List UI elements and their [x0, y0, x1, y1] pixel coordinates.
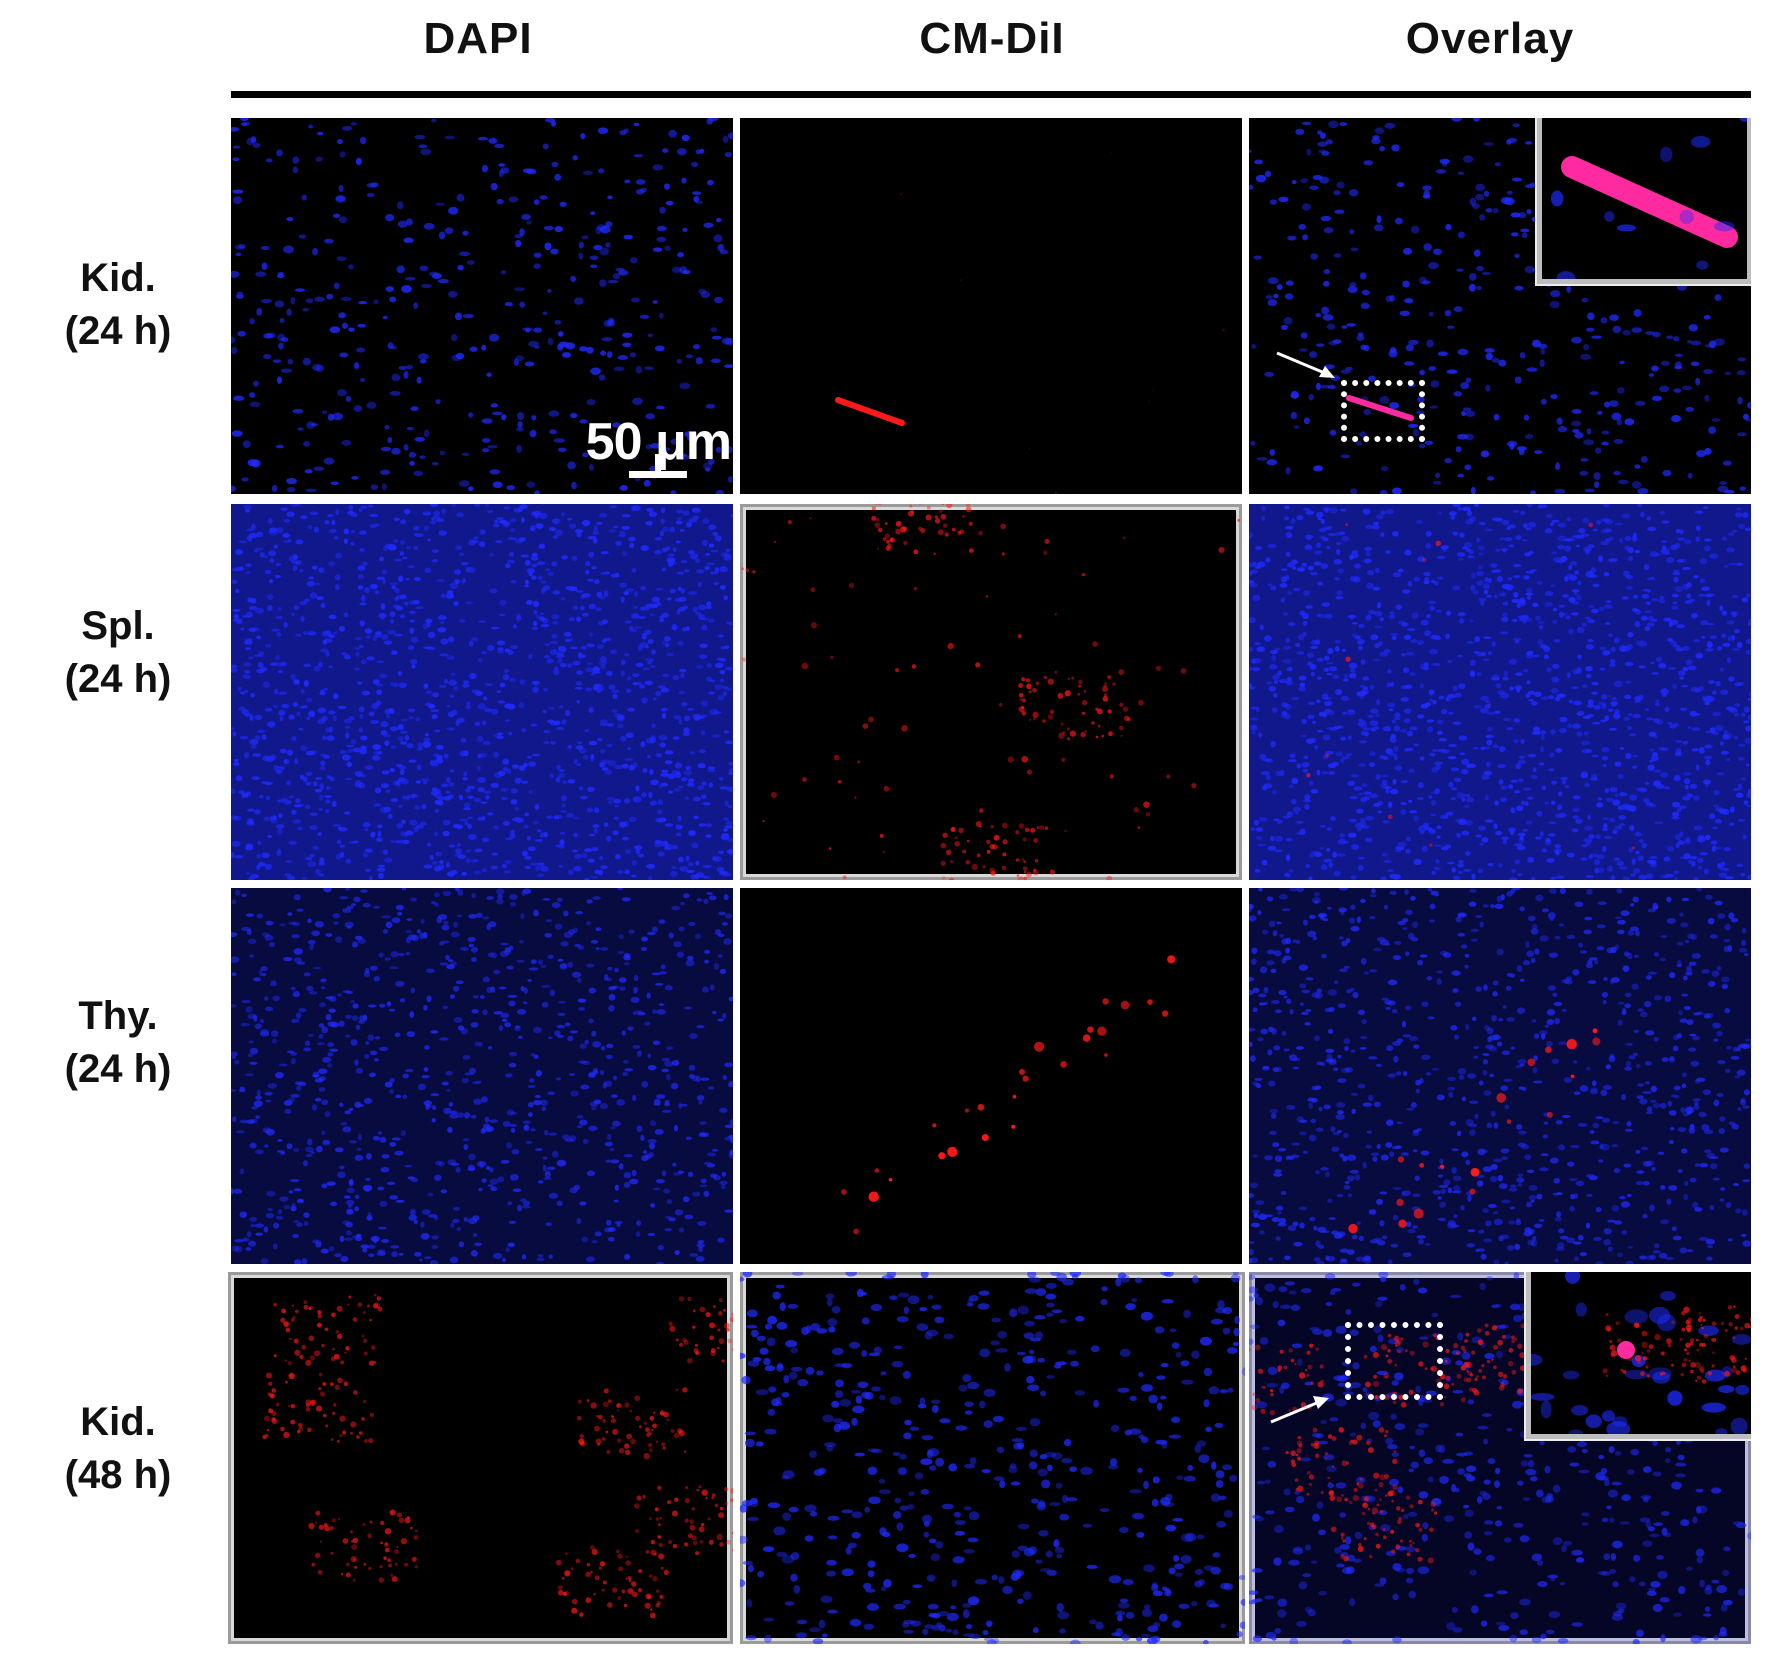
fluorescence-texture — [231, 118, 733, 494]
row-label-tissue: Spl. — [81, 604, 155, 648]
row-label-time: (24 h) — [64, 309, 172, 353]
row-label-thymus-24h: Thy. (24 h) — [0, 990, 236, 1096]
column-header-dapi: DAPI — [423, 14, 533, 63]
row-label-tissue: Kid. — [80, 1400, 156, 1444]
row-label-tissue: Thy. — [78, 994, 158, 1038]
row-label-time: (24 h) — [64, 1047, 172, 1091]
fluorescence-texture — [740, 1272, 1245, 1644]
fluorescence-texture — [1249, 888, 1751, 1264]
header-rule — [231, 91, 1751, 98]
micrograph-kidney-48h-overlay — [1249, 1272, 1751, 1644]
row-label-time: (24 h) — [64, 657, 172, 701]
micrograph-kidney-48h-cm-dii — [740, 1272, 1245, 1644]
micrograph-thymus-24h-dapi — [231, 888, 733, 1264]
fluorescence-texture — [1249, 504, 1751, 880]
fluorescence-texture — [231, 504, 733, 880]
row-label-spleen-24h: Spl. (24 h) — [0, 600, 236, 706]
micrograph-spleen-24h-cm-dii — [740, 504, 1242, 880]
row-label-kidney-48h: Kid. (48 h) — [0, 1396, 236, 1502]
fluorescence-texture — [841, 955, 1176, 1235]
micrograph-kidney-24h-dapi: 50 μm — [231, 118, 733, 494]
dotted-roi-box — [1345, 1322, 1443, 1400]
scale-bar-label: 50 μm — [585, 413, 732, 471]
fluorescence-texture — [741, 504, 1241, 880]
micrograph-thymus-24h-overlay — [1249, 888, 1751, 1264]
micrograph-spleen-24h-dapi — [231, 504, 733, 880]
fluorescence-texture — [835, 152, 1225, 494]
fluorescence-texture — [262, 1293, 733, 1619]
fluorescence-texture — [1550, 118, 1747, 279]
dotted-roi-box — [1341, 380, 1425, 442]
magnified-inset — [1526, 1272, 1751, 1439]
row-label-kidney-24h: Kid. (24 h) — [0, 252, 236, 358]
micrograph-thymus-24h-cm-dii — [740, 888, 1242, 1264]
scale-bar — [629, 471, 687, 478]
fluorescence-texture — [1531, 1272, 1751, 1434]
micrograph-kidney-24h-cm-dii — [740, 118, 1242, 494]
micrograph-kidney-48h-dapi — [228, 1272, 733, 1644]
scale-bar-tick — [655, 454, 661, 478]
row-label-time: (48 h) — [64, 1453, 172, 1497]
arrow-icon — [1276, 351, 1335, 378]
magnified-inset — [1537, 118, 1751, 284]
row-label-tissue: Kid. — [80, 256, 156, 300]
micrograph-spleen-24h-overlay — [1249, 504, 1751, 880]
column-header-overlay: Overlay — [1405, 14, 1575, 63]
micrograph-kidney-24h-overlay — [1249, 118, 1751, 494]
column-header-cm-dii: CM-DiI — [919, 14, 1065, 63]
arrow-icon — [1270, 1396, 1329, 1424]
fluorescence-texture — [231, 888, 733, 1264]
